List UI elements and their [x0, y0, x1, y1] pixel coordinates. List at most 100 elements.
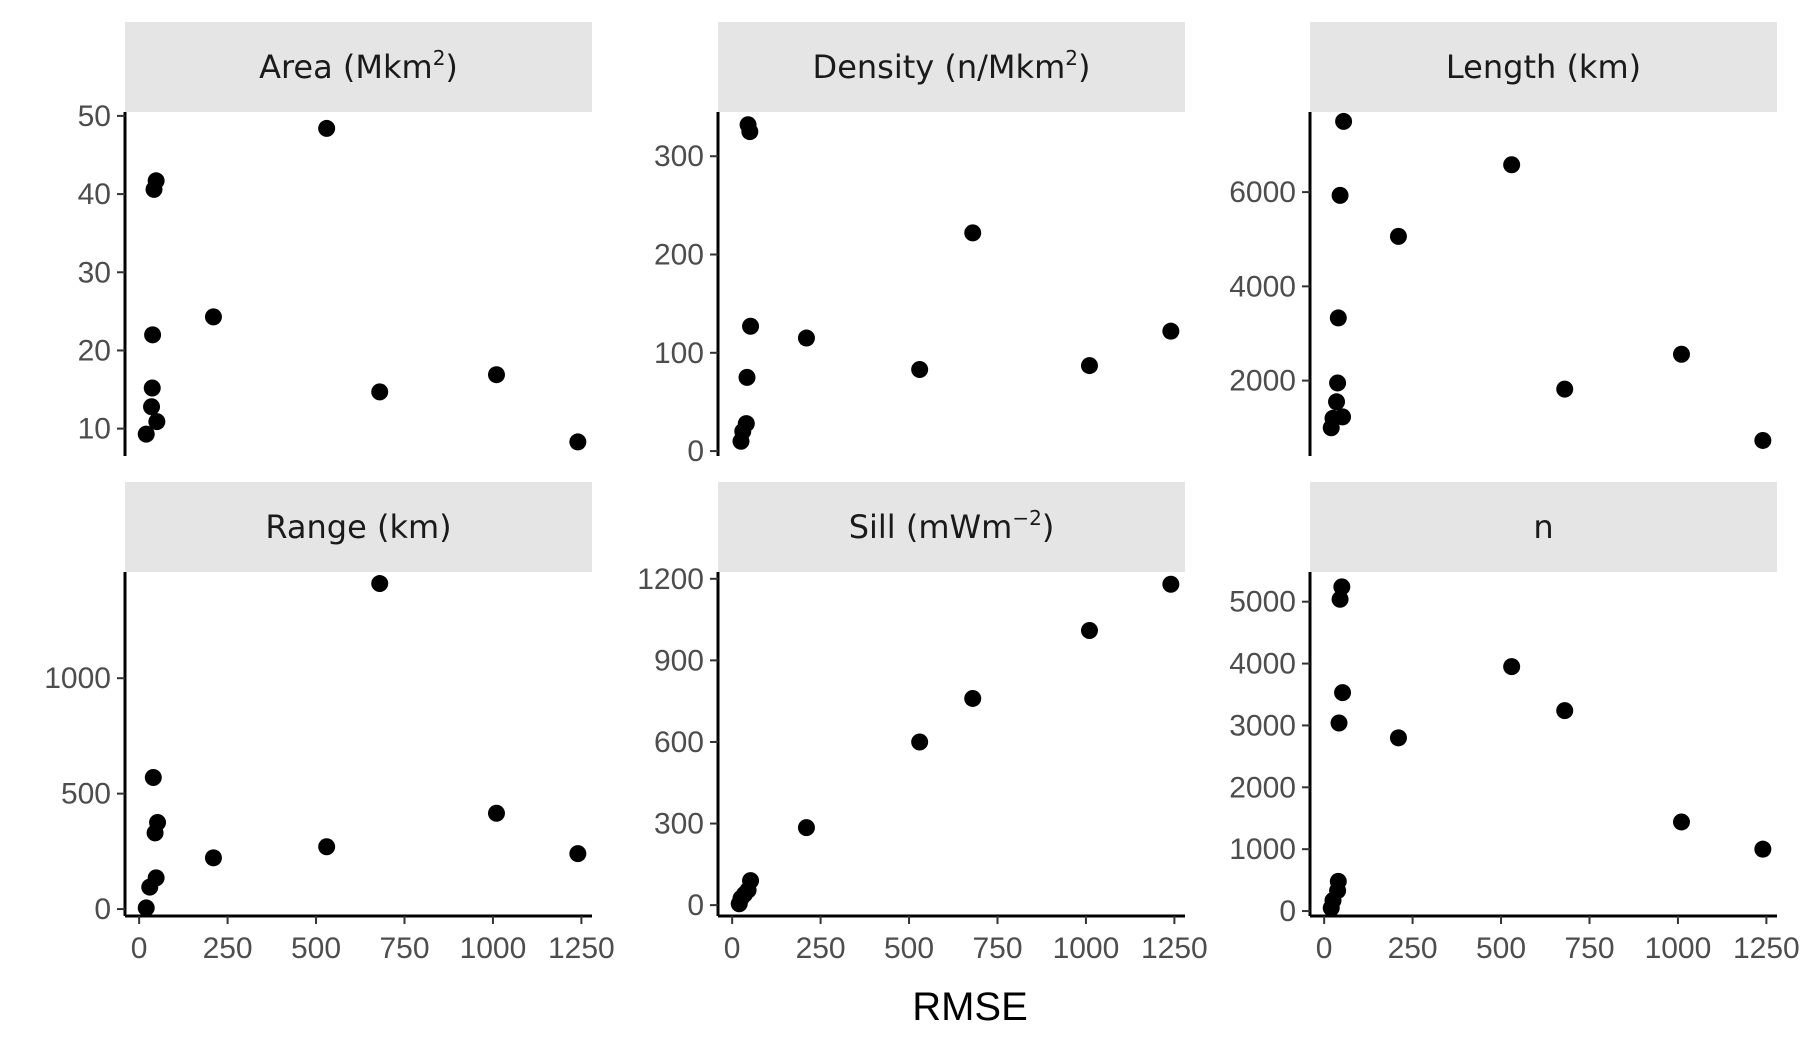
- y-tick-label: 4000: [1229, 270, 1296, 303]
- y-tick-label: 3000: [1229, 709, 1296, 742]
- data-point: [1334, 684, 1352, 702]
- facet-title-main: n: [1533, 508, 1553, 546]
- data-point: [1389, 729, 1407, 747]
- data-point: [1080, 357, 1098, 375]
- y-tick-label: 200: [654, 239, 704, 272]
- facet-title-main: Range: [265, 508, 377, 546]
- y-tick-label: 30: [78, 256, 111, 289]
- data-point: [148, 413, 166, 431]
- y-tick-label: 2000: [1229, 771, 1296, 804]
- x-tick-label: 750: [379, 932, 429, 965]
- x-axis-title: RMSE: [912, 985, 1028, 1029]
- data-point: [371, 383, 389, 401]
- x-tick-label: 0: [1316, 932, 1333, 965]
- facet-title-superscript: −2: [1012, 506, 1041, 530]
- x-tick-label: 1000: [1645, 932, 1712, 965]
- data-point: [487, 366, 505, 384]
- facet-panel: Range (km) 0 500 1000 0 250 500 750 1000 1250: [44, 482, 615, 965]
- facet-panel: Area (Mkm2) 10 20 30 40 50: [78, 22, 592, 456]
- x-tick-label: 750: [1564, 932, 1614, 965]
- data-point: [1556, 702, 1574, 720]
- facet-title-unit: n/Mkm: [957, 48, 1065, 86]
- data-point: [1330, 714, 1348, 732]
- data-point: [742, 872, 760, 890]
- facet-title-paren: (: [944, 48, 956, 86]
- data-point: [964, 689, 982, 707]
- data-point: [737, 415, 755, 433]
- x-tick-label: 750: [972, 932, 1022, 965]
- y-tick-label: 600: [654, 726, 704, 759]
- data-point: [1389, 227, 1407, 245]
- facet-title-unit: Mkm: [355, 48, 432, 86]
- data-point: [1080, 621, 1098, 639]
- facet-title-paren: ): [1629, 48, 1641, 86]
- data-point: [204, 849, 222, 867]
- facet-title-main: Density: [813, 48, 945, 86]
- facet-panel: Length (km) 2000 4000 6000: [1229, 22, 1777, 456]
- y-tick-label: 2000: [1229, 365, 1296, 398]
- data-point: [318, 838, 336, 856]
- data-point: [144, 768, 162, 786]
- data-point: [1329, 374, 1347, 392]
- data-point: [318, 119, 336, 137]
- facet-title-paren: ): [445, 48, 457, 86]
- facet-strip: [718, 22, 1185, 112]
- facet-title-paren: ): [1042, 508, 1054, 546]
- data-point: [1333, 578, 1351, 596]
- x-tick-label: 1250: [1733, 932, 1800, 965]
- y-tick-label: 0: [687, 435, 704, 468]
- data-point: [1162, 322, 1180, 340]
- x-tick-label: 1250: [548, 932, 615, 965]
- y-tick-label: 900: [654, 644, 704, 677]
- facet-title: Length (km): [1446, 48, 1641, 86]
- facet-strip: [1310, 22, 1777, 112]
- data-point: [1334, 408, 1352, 426]
- y-tick-label: 300: [654, 808, 704, 841]
- data-point: [797, 819, 815, 837]
- data-point: [143, 398, 161, 416]
- data-point: [1672, 345, 1690, 363]
- data-point: [1503, 156, 1521, 174]
- y-tick-label: 40: [78, 178, 111, 211]
- data-point: [487, 804, 505, 822]
- facet-strip: [1310, 482, 1777, 572]
- data-point: [147, 869, 165, 887]
- data-point: [1329, 309, 1347, 327]
- data-point: [143, 379, 161, 397]
- y-tick-label: 1200: [637, 563, 704, 596]
- facet-title-superscript: 2: [433, 46, 446, 70]
- data-point: [742, 317, 760, 335]
- x-tick-label: 1250: [1141, 932, 1208, 965]
- facet-title-paren: ): [1078, 48, 1090, 86]
- x-tick-label: 500: [884, 932, 934, 965]
- facet-title-paren: (: [377, 508, 389, 546]
- data-point: [911, 361, 929, 379]
- y-tick-label: 500: [61, 778, 111, 811]
- facet-title-paren: (: [1566, 48, 1578, 86]
- data-point: [1503, 658, 1521, 676]
- data-point: [1672, 813, 1690, 831]
- data-point: [1754, 840, 1772, 858]
- x-tick-label: 500: [1476, 932, 1526, 965]
- facet-title-unit: km: [389, 508, 439, 546]
- y-tick-label: 1000: [1229, 833, 1296, 866]
- data-point: [1556, 380, 1574, 398]
- x-tick-label: 500: [291, 932, 341, 965]
- data-point: [137, 899, 155, 917]
- data-point: [204, 308, 222, 326]
- facet-title-main: Sill: [849, 508, 906, 546]
- y-tick-label: 300: [654, 140, 704, 173]
- facet-title-paren: (: [906, 508, 918, 546]
- data-point: [569, 433, 587, 451]
- facet-title: n: [1533, 508, 1553, 546]
- facet-title-unit: km: [1579, 48, 1629, 86]
- facet-panel: Density (n/Mkm2) 0 100 200 300: [654, 22, 1185, 468]
- data-point: [149, 813, 167, 831]
- y-tick-label: 10: [78, 413, 111, 446]
- data-point: [147, 172, 165, 190]
- y-tick-label: 4000: [1229, 648, 1296, 681]
- data-point: [144, 326, 162, 344]
- x-tick-label: 250: [1388, 932, 1438, 965]
